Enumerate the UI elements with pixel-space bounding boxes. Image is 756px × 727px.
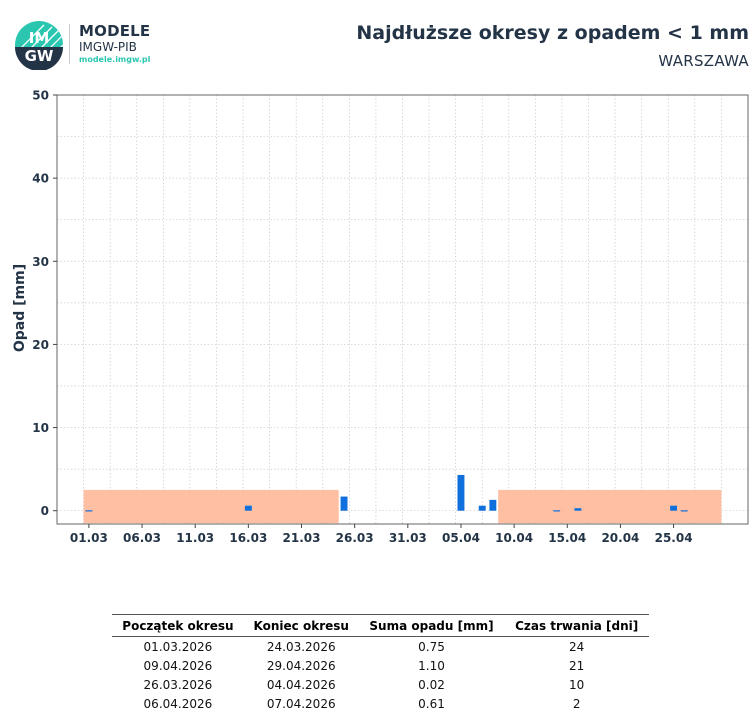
x-tick-label: 11.03 [176, 531, 214, 545]
periods-table-container: Początek okresu Koniec okresu Suma opadu… [112, 614, 649, 713]
precipitation-bar [478, 505, 486, 511]
dry-period-band [498, 489, 722, 524]
grid-lines [56, 94, 749, 524]
x-tick-label: 25.04 [655, 531, 693, 545]
y-tick-label: 0 [41, 504, 49, 518]
table-cell: 07.04.2026 [266, 697, 336, 711]
table-cell: 10 [569, 678, 585, 692]
chart-title: Najdłuższe okresy z opadem < 1 mm [356, 22, 749, 44]
imgw-logo: IM GW [15, 21, 63, 70]
x-tick-label: 31.03 [389, 531, 427, 545]
x-tick-label: 26.03 [336, 531, 374, 545]
svg-text:GW: GW [25, 47, 54, 65]
brand-url[interactable]: modele.imgw.pl [79, 55, 151, 64]
precipitation-bar [85, 510, 93, 512]
precipitation-bars [85, 474, 688, 512]
y-tick-label: 10 [32, 421, 49, 435]
table-row: 09.04.2026 29.04.2026 1.10 21 [112, 656, 649, 675]
table-cell: 01.03.2026 [143, 640, 213, 654]
precipitation-bar [553, 510, 561, 512]
table-cell: 24.03.2026 [266, 640, 336, 654]
column-header: Suma opadu [mm] [358, 614, 505, 637]
table-cell: 0.02 [418, 678, 445, 692]
table-cell: 26.03.2026 [143, 678, 213, 692]
precipitation-bar [340, 496, 348, 511]
precipitation-bar [680, 510, 688, 512]
table-cell: 29.04.2026 [266, 659, 336, 673]
table-cell: 21 [569, 659, 585, 673]
table-header-row: Początek okresu Koniec okresu Suma opadu… [112, 614, 649, 637]
table-cell: 04.04.2026 [266, 678, 336, 692]
brand-name: MODELE [79, 22, 151, 40]
table-cell: 1.10 [418, 659, 445, 673]
column-header: Początek okresu [112, 614, 244, 637]
column-header: Koniec okresu [243, 614, 359, 637]
dry-period-band [83, 489, 339, 524]
y-tick-label: 50 [32, 89, 49, 103]
svg-text:IM: IM [29, 29, 50, 47]
y-axis-label: Opad [mm] [12, 264, 28, 352]
precipitation-bar [244, 505, 252, 511]
x-tick-label: 05.04 [442, 531, 480, 545]
x-tick-label: 01.03 [70, 531, 108, 545]
x-tick-label: 10.04 [495, 531, 533, 545]
table-cell: 0.75 [418, 640, 445, 654]
brand-divider [69, 24, 70, 64]
plot-frame [56, 94, 749, 525]
precipitation-bar [489, 499, 497, 511]
dry-periods [83, 489, 722, 524]
brand-org: IMGW-PIB [79, 40, 137, 54]
y-tick-label: 40 [32, 172, 49, 186]
x-axis-ticks: 01.03 06.03 11.03 16.03 21.03 26.03 31.03 05.04… [70, 524, 693, 545]
table-row: 26.03.2026 04.04.2026 0.02 10 [112, 675, 649, 694]
x-tick-label: 21.03 [283, 531, 321, 545]
x-tick-label: 20.04 [601, 531, 639, 545]
y-axis-ticks: 0 10 20 30 40 50 [32, 89, 57, 518]
precipitation-bar [670, 505, 678, 511]
table-cell: 0.61 [418, 697, 445, 711]
chart-subtitle: WARSZAWA [658, 52, 749, 70]
y-tick-label: 30 [32, 255, 49, 269]
table-cell: 24 [569, 640, 585, 654]
y-tick-label: 20 [32, 338, 49, 352]
table-cell: 2 [572, 697, 581, 711]
x-tick-label: 15.04 [548, 531, 586, 545]
x-tick-label: 06.03 [123, 531, 161, 545]
periods-table: Początek okresu Koniec okresu Suma opadu… [112, 614, 649, 713]
table-cell: 09.04.2026 [143, 659, 213, 673]
precipitation-bar [574, 508, 582, 511]
table-row: 01.03.2026 24.03.2026 0.75 24 [112, 637, 649, 657]
precipitation-bar [457, 474, 465, 511]
table-cell: 06.04.2026 [143, 697, 213, 711]
column-header: Czas trwania [dni] [504, 614, 649, 637]
x-tick-label: 16.03 [229, 531, 267, 545]
table-row: 06.04.2026 07.04.2026 0.61 2 [112, 694, 649, 713]
